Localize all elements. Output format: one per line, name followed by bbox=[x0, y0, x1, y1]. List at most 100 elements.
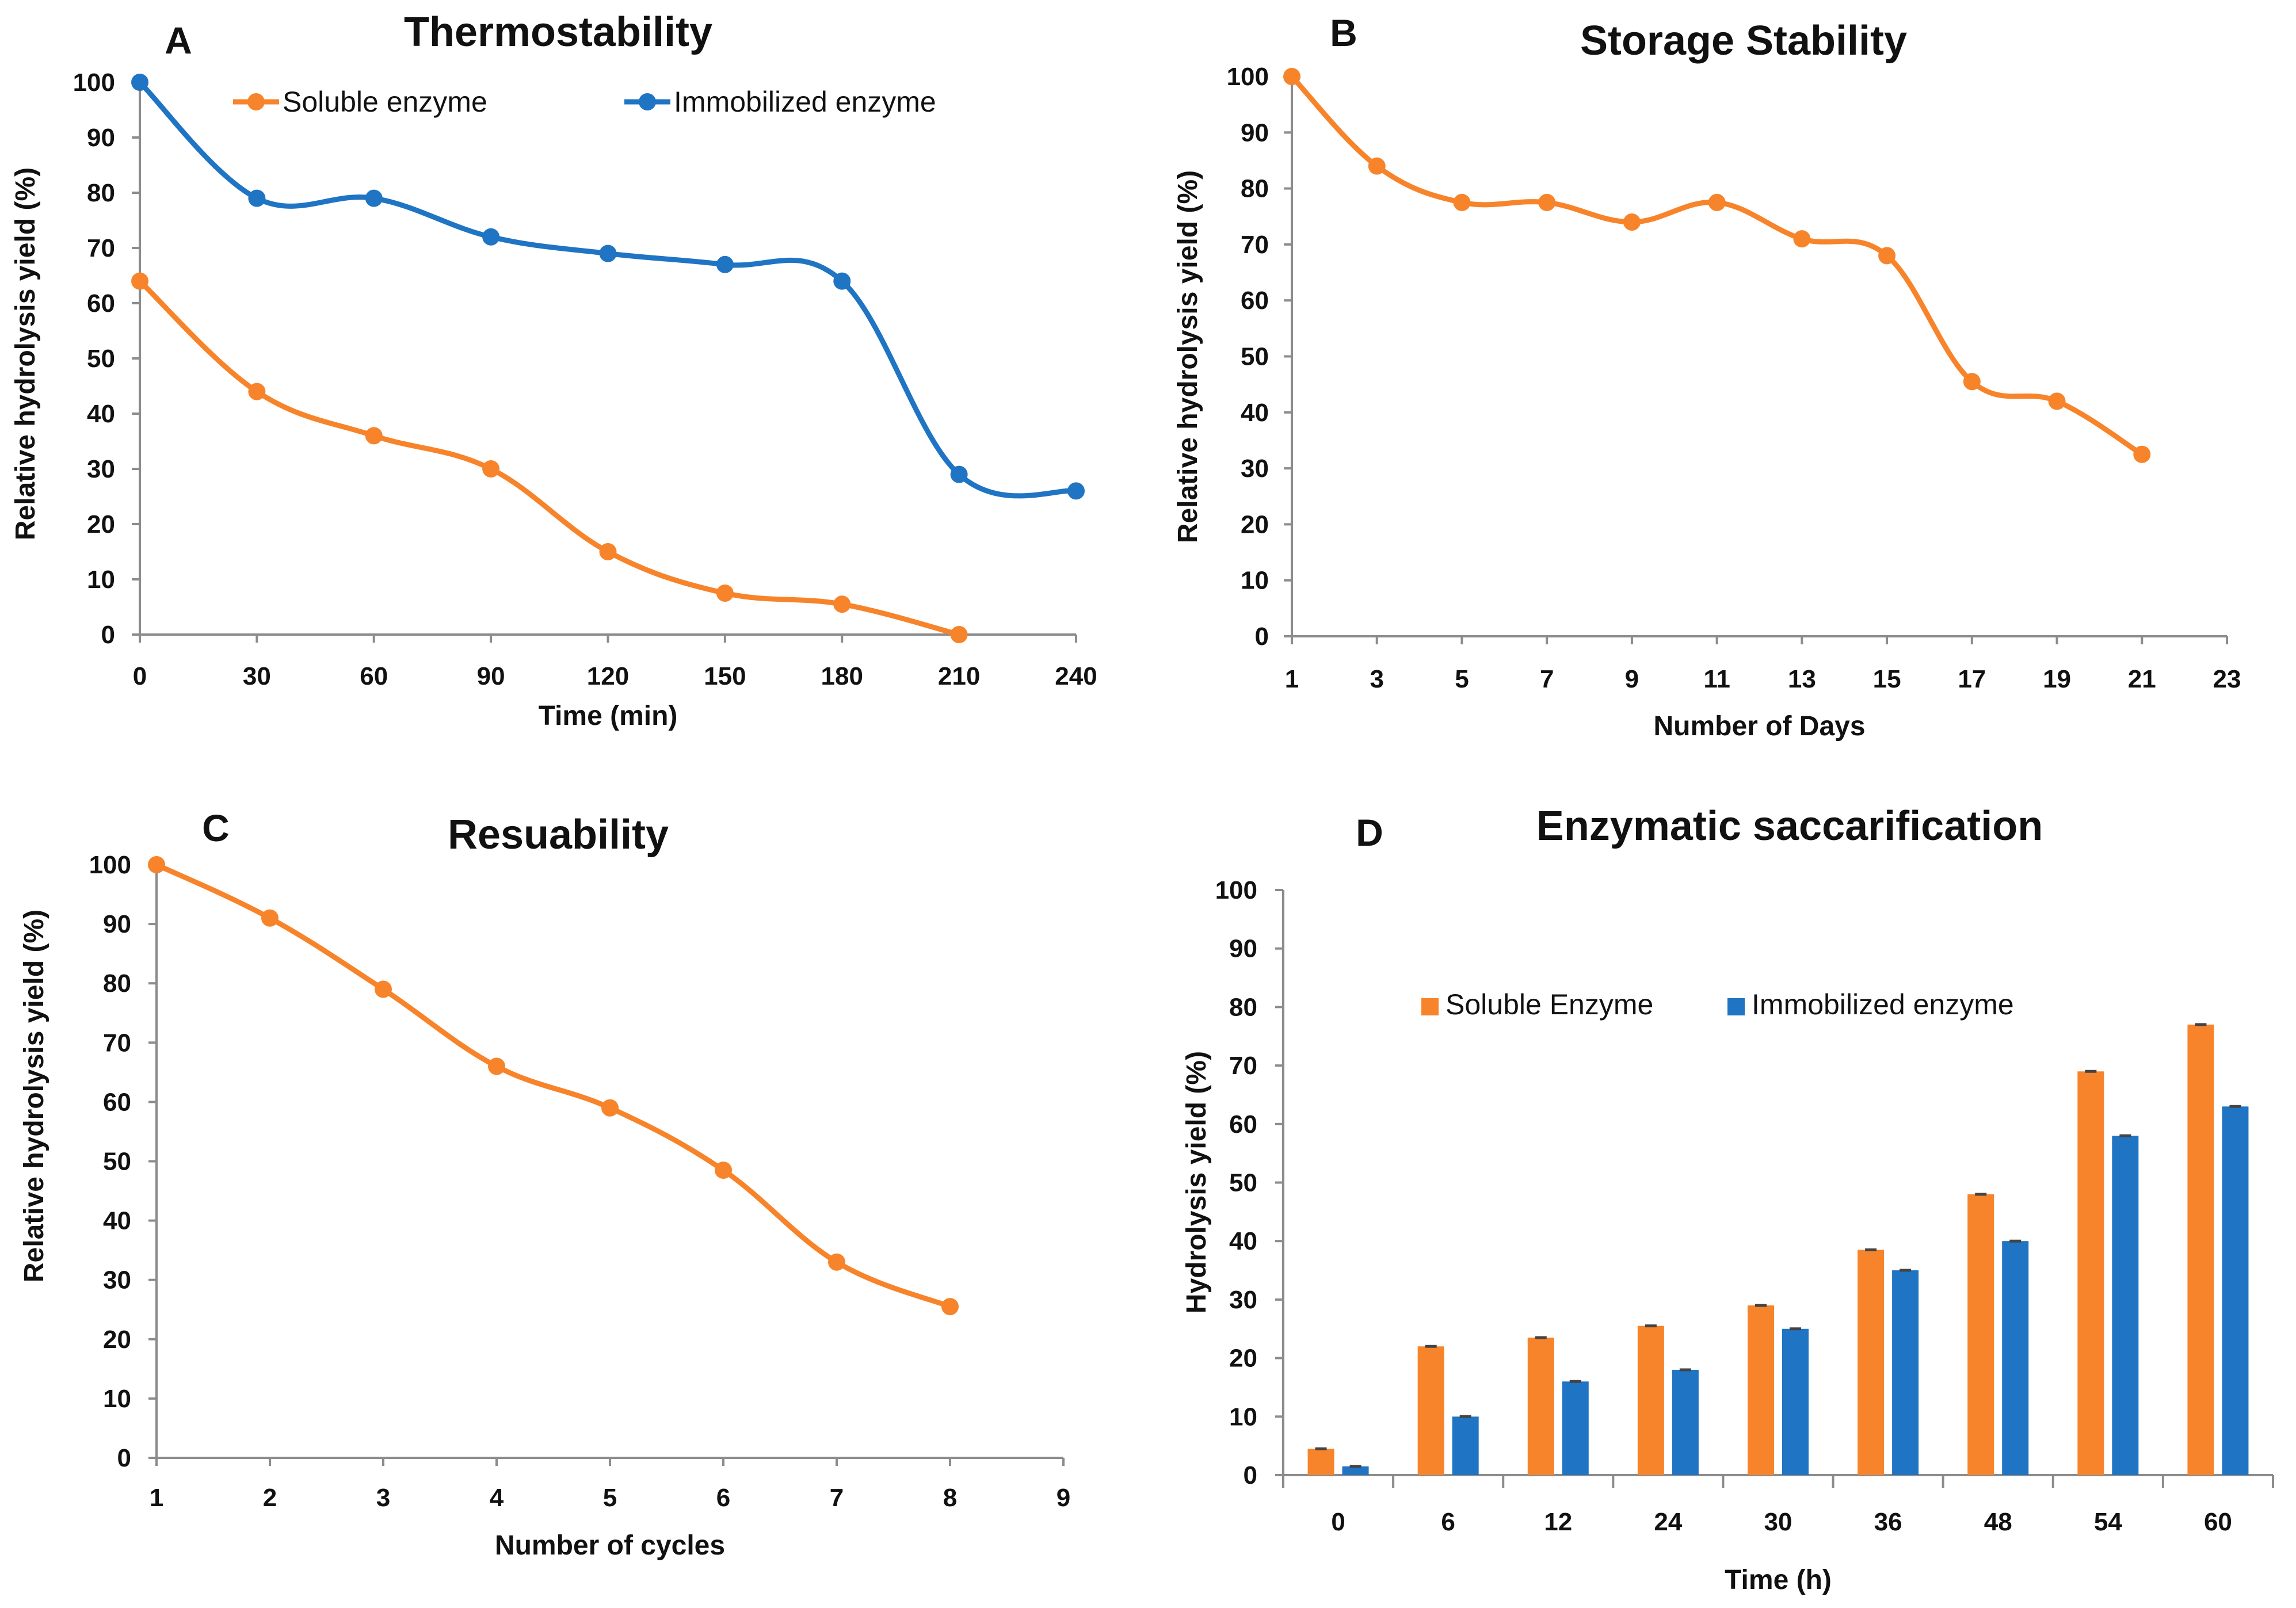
y-tick-label: 100 bbox=[1215, 876, 1257, 904]
y-tick-label: 40 bbox=[103, 1207, 131, 1235]
y-tick-label: 90 bbox=[1241, 119, 1269, 147]
data-point bbox=[601, 1099, 619, 1117]
x-tick-label: 0 bbox=[133, 662, 147, 690]
x-tick-label: 150 bbox=[704, 662, 746, 690]
panel-letter: B bbox=[1330, 12, 1357, 54]
y-tick-label: 0 bbox=[101, 621, 115, 649]
bar-immobilized bbox=[2112, 1136, 2139, 1475]
x-tick-label: 2 bbox=[263, 1484, 277, 1512]
bar-soluble bbox=[1527, 1338, 1554, 1475]
y-tick-label: 50 bbox=[87, 345, 115, 373]
x-tick-label: 30 bbox=[1764, 1508, 1792, 1536]
y-tick-label: 40 bbox=[1229, 1227, 1257, 1255]
data-point bbox=[2133, 445, 2151, 463]
x-tick-label: 60 bbox=[360, 662, 388, 690]
chart-panel-a: 0 10 20 30 40 50 60 70 80 90 100 0 30 60 90 120 150 180 21… bbox=[10, 9, 1097, 731]
legend-label: Soluble enzyme bbox=[283, 86, 487, 118]
data-point bbox=[488, 1057, 505, 1075]
data-point bbox=[1708, 193, 1726, 211]
y-axis-title: Relative hydrolysis yield (%) bbox=[19, 910, 49, 1282]
x-tick-label: 1 bbox=[150, 1484, 163, 1512]
bar-immobilized bbox=[1672, 1369, 1699, 1475]
x-tick-label: 4 bbox=[490, 1484, 504, 1512]
data-point bbox=[1538, 193, 1556, 211]
x-tick-label: 23 bbox=[2213, 665, 2241, 693]
x-tick-label: 5 bbox=[1455, 665, 1469, 693]
bar-soluble bbox=[1637, 1326, 1664, 1475]
x-tick-label: 24 bbox=[1654, 1508, 1682, 1536]
y-tick-label: 70 bbox=[1241, 231, 1269, 259]
data-point bbox=[375, 980, 392, 998]
x-tick-label: 3 bbox=[1370, 665, 1383, 693]
x-tick-label: 90 bbox=[477, 662, 505, 690]
y-tick-label: 80 bbox=[1229, 993, 1257, 1021]
x-tick-label: 36 bbox=[1874, 1508, 1902, 1536]
data-point bbox=[482, 460, 500, 478]
x-tick-label: 13 bbox=[1788, 665, 1816, 693]
panel-letter: C bbox=[202, 807, 230, 849]
y-tick-label: 60 bbox=[87, 289, 115, 318]
data-point bbox=[365, 427, 383, 445]
data-point bbox=[1453, 193, 1471, 211]
bar-immobilized bbox=[1562, 1381, 1589, 1475]
x-tick-label: 7 bbox=[830, 1484, 844, 1512]
legend-swatch bbox=[1727, 998, 1745, 1015]
y-tick-label: 90 bbox=[103, 910, 131, 938]
chart-title: Resuability bbox=[448, 812, 669, 858]
y-axis-title: Relative hydrolysis yield (%) bbox=[1173, 170, 1203, 543]
legend-label: Immobilized enzyme bbox=[1752, 988, 2014, 1021]
x-tick-label: 1 bbox=[1285, 665, 1299, 693]
x-axis-title: Time (min) bbox=[539, 701, 678, 731]
y-tick-label: 10 bbox=[1241, 567, 1269, 595]
y-tick-label: 50 bbox=[103, 1148, 131, 1176]
y-tick-label: 60 bbox=[1229, 1110, 1257, 1139]
y-tick-label: 60 bbox=[1241, 287, 1269, 315]
data-point bbox=[248, 189, 266, 207]
legend-marker bbox=[247, 93, 265, 110]
x-tick-label: 240 bbox=[1055, 662, 1097, 690]
y-tick-label: 20 bbox=[1229, 1345, 1257, 1373]
y-tick-label: 10 bbox=[103, 1385, 131, 1413]
bar-soluble bbox=[1307, 1449, 1334, 1475]
y-tick-label: 30 bbox=[1229, 1286, 1257, 1314]
data-point bbox=[833, 595, 851, 613]
data-point bbox=[261, 909, 279, 927]
data-point bbox=[828, 1253, 845, 1271]
data-point bbox=[1623, 213, 1641, 231]
data-point bbox=[248, 383, 266, 400]
x-tick-label: 8 bbox=[943, 1484, 957, 1512]
bar-immobilized bbox=[1782, 1328, 1809, 1475]
series-line-soluble-enzyme bbox=[138, 279, 960, 637]
series-line-immobilized-enzyme bbox=[138, 80, 1077, 499]
data-point bbox=[482, 228, 500, 246]
data-point bbox=[131, 272, 148, 290]
data-point bbox=[950, 465, 968, 483]
legend-label: Soluble Enzyme bbox=[1446, 988, 1653, 1021]
data-point bbox=[716, 585, 734, 602]
y-tick-label: 80 bbox=[87, 179, 115, 207]
y-tick-label: 70 bbox=[103, 1029, 131, 1057]
chart-title: Thermostability bbox=[404, 9, 712, 55]
y-tick-label: 30 bbox=[1241, 454, 1269, 483]
y-tick-label: 20 bbox=[1241, 510, 1269, 538]
data-point bbox=[1283, 68, 1300, 85]
data-point bbox=[1878, 247, 1896, 265]
bar-soluble bbox=[1858, 1250, 1885, 1475]
x-tick-label: 30 bbox=[243, 662, 271, 690]
bar-soluble bbox=[1967, 1194, 1994, 1475]
y-tick-label: 40 bbox=[1241, 399, 1269, 427]
chart-title: Storage Stability bbox=[1580, 18, 1907, 64]
x-tick-label: 6 bbox=[1441, 1508, 1455, 1536]
x-tick-label: 12 bbox=[1544, 1508, 1572, 1536]
x-axis-title: Number of cycles bbox=[495, 1530, 725, 1561]
data-point bbox=[1067, 482, 1085, 500]
y-tick-label: 50 bbox=[1241, 343, 1269, 371]
y-tick-label: 100 bbox=[1227, 63, 1269, 91]
x-tick-label: 21 bbox=[2128, 665, 2156, 693]
y-tick-label: 10 bbox=[87, 566, 115, 594]
x-tick-label: 3 bbox=[376, 1484, 390, 1512]
data-point bbox=[365, 189, 383, 207]
y-tick-label: 70 bbox=[87, 234, 115, 262]
